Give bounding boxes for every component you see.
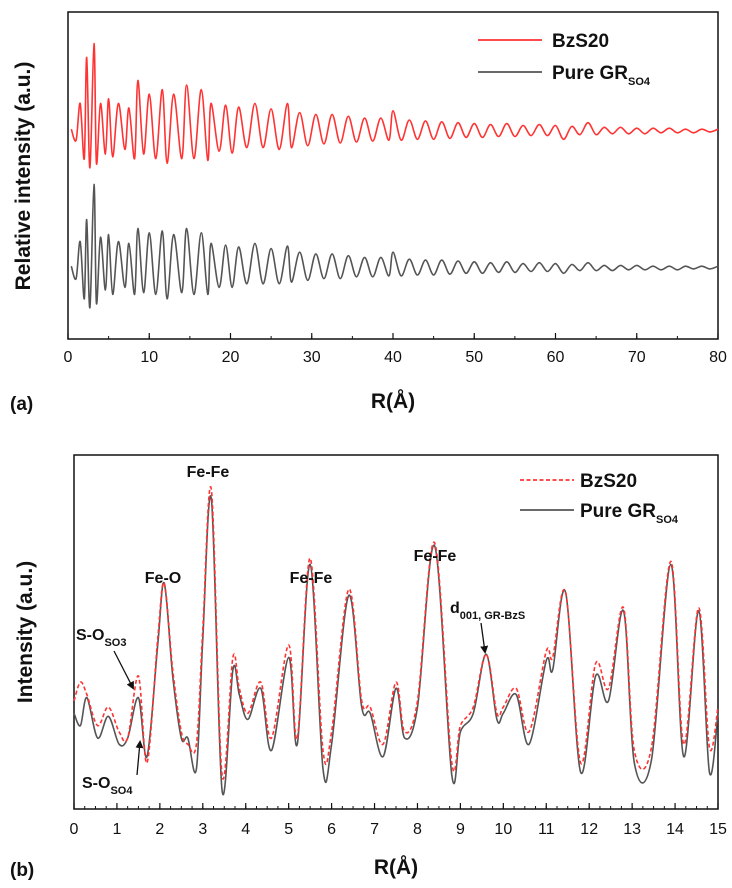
panel-b-x-axis-title: R(Å) [374,855,418,879]
annotation-s-o-so4-arrow [135,740,144,776]
panel-b-label: (b) [10,860,34,881]
panel-b-annotations: Fe-Fe Fe-O Fe-Fe Fe-Fe d001, GR-BzS S-OS… [76,464,525,797]
annotation-s-o-so4: S-OSO4 [82,775,133,797]
annotation-s-o-so3: S-OSO3 [76,627,126,649]
series-line-pure-gr [70,183,719,309]
x-tick-label: 50 [465,349,483,366]
x-tick-label: 2 [155,821,164,838]
panel-a-label: (a) [10,394,33,415]
x-tick-label: 14 [666,821,684,838]
panel-a-legend-label-pure-gr: Pure GRSO4 [552,63,651,88]
x-tick-label: 9 [456,821,465,838]
panel-b-y-axis-title: Intensity (a.u.) [14,561,37,703]
x-tick-label: 10 [494,821,512,838]
panel-b-legend-label-pure-gr: Pure GRSO4 [580,501,679,526]
annotation-fe-o: Fe-O [145,570,181,587]
panel-a-legend: BzS20 Pure GRSO4 [478,31,651,88]
series-line-bzs20 [70,42,719,169]
annotation-fe-fe-8-4: Fe-Fe [414,548,457,565]
panel-b-series [73,486,719,796]
x-tick-label: 60 [547,349,565,366]
annotation-d001: d001, GR-BzS [450,600,525,622]
x-tick-label: 10 [140,349,158,366]
series-line-bzs20 [73,486,719,780]
panel-a-legend-label-bzs20: BzS20 [552,31,609,52]
panel-a: 0 10 20 30 40 50 60 70 80 BzS20 Pure GRSO4 Relat… [10,11,727,415]
x-tick-label: 15 [709,821,727,838]
panel-a-y-axis-title: Relative intensity (a.u.) [12,62,35,291]
x-tick-label: 70 [628,349,646,366]
x-tick-label: 80 [709,349,727,366]
panel-b-legend-label-bzs20: BzS20 [580,471,637,492]
x-tick-label: 12 [580,821,598,838]
x-tick-label: 6 [327,821,336,838]
x-tick-label: 20 [222,349,240,366]
x-tick-label: 13 [623,821,641,838]
x-tick-label: 0 [64,349,73,366]
annotation-s-o-so3-arrow [113,650,134,690]
annotation-d001-arrow [480,622,489,654]
panel-b-legend: BzS20 Pure GRSO4 [520,471,679,526]
x-tick-label: 5 [284,821,293,838]
x-tick-label: 40 [384,349,402,366]
x-tick-label: 8 [413,821,422,838]
x-tick-label: 1 [112,821,121,838]
panel-a-series [70,42,719,309]
x-tick-label: 4 [241,821,250,838]
panel-a-x-ticks: 0 10 20 30 40 50 60 70 80 [64,333,727,366]
annotation-fe-fe-5-5: Fe-Fe [290,570,333,587]
x-tick-label: 0 [70,821,79,838]
x-tick-label: 11 [538,821,555,838]
x-tick-label: 3 [198,821,207,838]
x-tick-label: 30 [303,349,321,366]
panel-b: 0 1 2 3 4 5 6 7 8 9 10 11 12 13 14 15 BzS20 Pure GRSO4 … [10,454,727,881]
x-tick-label: 7 [370,821,379,838]
annotation-fe-fe-3-2: Fe-Fe [187,464,230,481]
panel-b-x-ticks: 0 1 2 3 4 5 6 7 8 9 10 11 12 13 14 15 [70,803,727,838]
panel-a-x-axis-title: R(Å) [371,389,415,413]
